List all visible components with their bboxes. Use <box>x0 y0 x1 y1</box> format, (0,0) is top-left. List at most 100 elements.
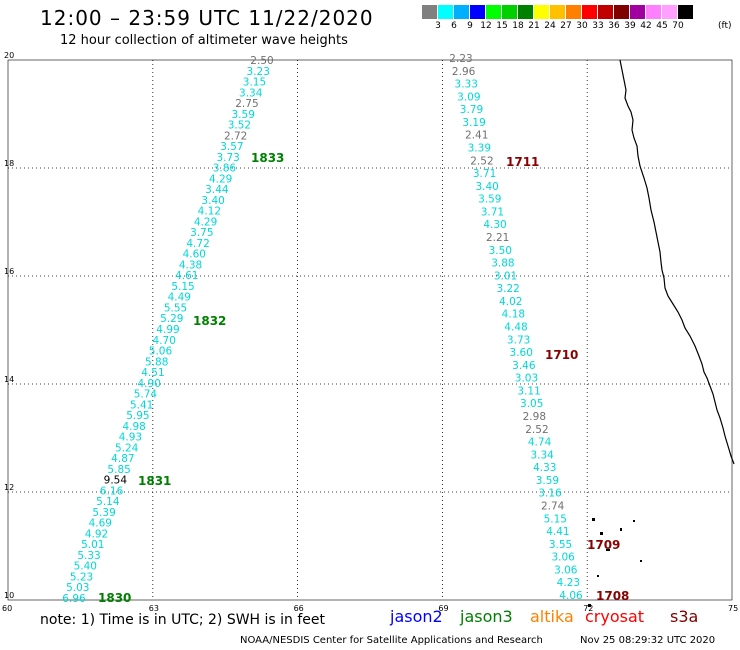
wave-height-value: 3.05 <box>520 398 543 410</box>
wave-height-value: 4.29 <box>194 216 217 228</box>
wave-height-value: 3.57 <box>220 141 243 153</box>
legend-item-cryosat: cryosat <box>585 607 645 626</box>
wave-height-value: 3.03 <box>515 373 538 385</box>
wave-height-value: 5.40 <box>74 561 97 573</box>
map-title: 12:00 – 23:59 UTC 11/22/2020 <box>40 6 374 30</box>
wave-height-value: 3.19 <box>462 117 485 129</box>
scale-label: 42 <box>640 21 652 31</box>
scale-swatch <box>598 5 614 19</box>
lat-tick-label: 20 <box>4 51 14 60</box>
wave-height-value: 4.48 <box>504 322 527 334</box>
wave-height-value: 3.23 <box>247 66 270 78</box>
wave-height-value: 2.75 <box>235 98 258 110</box>
scale-swatch <box>454 5 470 19</box>
footer-credit: NOAA/NESDIS Center for Satellite Applica… <box>240 635 543 646</box>
wave-height-value: 3.40 <box>475 181 498 193</box>
wave-height-value: 5.23 <box>70 571 93 583</box>
lat-tick-label: 18 <box>4 159 14 168</box>
wave-height-value: 3.71 <box>473 168 496 180</box>
legend-item-jason3: jason3 <box>460 607 513 626</box>
scale-swatch <box>566 5 582 19</box>
wave-height-value: 4.87 <box>111 453 134 465</box>
wave-height-value: 3.75 <box>190 227 213 239</box>
lat-tick-label: 12 <box>4 483 14 492</box>
wave-height-value: 2.50 <box>250 55 273 67</box>
scale-swatch <box>550 5 566 19</box>
wave-height-value: 4.18 <box>502 309 525 321</box>
wave-height-value: 6.96 <box>62 593 86 605</box>
wave-height-value: 4.90 <box>138 378 161 390</box>
wave-height-value: 5.24 <box>115 442 139 454</box>
pass-time-label: 1832 <box>193 314 226 328</box>
scale-label: 30 <box>576 21 588 31</box>
wave-height-value: 3.34 <box>239 87 263 99</box>
lat-tick-label: 16 <box>4 267 14 276</box>
wave-height-value: 3.15 <box>243 77 266 89</box>
wave-height-value: 5.15 <box>171 281 194 293</box>
wave-height-value: 2.21 <box>486 232 509 244</box>
scale-label: 15 <box>496 21 508 31</box>
lon-tick-label: 69 <box>438 604 448 613</box>
legend-item-s3a: s3a <box>670 607 699 626</box>
wave-height-value: 4.98 <box>122 421 145 433</box>
wave-height-value: 5.29 <box>160 313 183 325</box>
wave-height-value: 5.33 <box>77 550 100 562</box>
wave-height-value: 9.54 <box>104 475 128 487</box>
wave-height-value: 3.39 <box>468 143 491 155</box>
wave-height-value: 4.99 <box>156 324 179 336</box>
wave-height-value: 5.88 <box>145 356 168 368</box>
wave-height-value: 4.69 <box>89 518 112 530</box>
scale-label: 70 <box>672 21 684 31</box>
pass-time-label: 1830 <box>98 591 131 605</box>
pass-time-label: 1831 <box>138 474 171 488</box>
scale-label: 3 <box>435 21 441 31</box>
wave-height-value: 5.74 <box>134 389 158 401</box>
wave-height-value: 2.52 <box>525 424 548 436</box>
satellite-track-west: 2.503.233.153.342.753.593.522.723.573.73… <box>62 55 284 605</box>
legend-item-altika: altika <box>530 607 574 626</box>
scale-swatch <box>662 5 678 19</box>
wave-height-value: 3.86 <box>213 163 237 175</box>
scale-label: 45 <box>656 21 668 31</box>
satellite-track-east: 2.232.963.333.093.793.192.413.392.523.71… <box>449 53 629 603</box>
note-text: note: 1) Time is in UTC; 2) SWH is in fe… <box>40 612 326 628</box>
color-scale <box>422 5 694 19</box>
lat-tick-label: 14 <box>4 375 14 384</box>
wave-height-value: 3.16 <box>538 488 562 500</box>
wave-height-value: 4.30 <box>483 219 506 231</box>
wave-height-value: 3.71 <box>481 206 504 218</box>
wave-height-value: 4.12 <box>198 206 221 218</box>
wave-height-value: 5.85 <box>107 464 130 476</box>
wave-height-value: 4.61 <box>175 270 198 282</box>
wave-height-value: 2.23 <box>449 53 472 65</box>
wave-height-value: 6.16 <box>100 485 124 497</box>
scale-swatch <box>422 5 438 19</box>
pass-time-label: 1833 <box>251 151 284 165</box>
wave-height-value: 5.39 <box>92 507 115 519</box>
wave-height-value: 3.60 <box>510 347 533 359</box>
wave-height-value: 2.98 <box>523 411 546 423</box>
wave-height-value: 5.15 <box>544 513 567 525</box>
wave-height-value: 3.55 <box>549 539 572 551</box>
legend-item-jason2: jason2 <box>390 607 443 626</box>
wave-height-value: 4.02 <box>499 296 522 308</box>
scale-swatch <box>614 5 630 19</box>
wave-height-value: 2.41 <box>465 130 488 142</box>
wave-height-value: 2.72 <box>224 130 247 142</box>
wave-height-value: 5.41 <box>130 399 153 411</box>
wave-height-value: 3.52 <box>228 120 251 132</box>
wave-height-value: 3.46 <box>512 360 536 372</box>
scale-swatch <box>470 5 486 19</box>
lon-tick-label: 72 <box>583 604 593 613</box>
wave-height-value: 5.03 <box>66 582 89 594</box>
wave-height-value: 3.22 <box>496 283 519 295</box>
scale-label: 12 <box>480 21 492 31</box>
map-subtitle: 12 hour collection of altimeter wave hei… <box>60 33 348 48</box>
wave-height-value: 4.38 <box>179 259 202 271</box>
wave-height-value: 4.23 <box>557 577 580 589</box>
wave-height-value: 5.01 <box>81 539 104 551</box>
wave-height-value: 2.52 <box>470 155 493 167</box>
lat-lon-grid <box>7 59 733 601</box>
wave-height-value: 2.74 <box>541 501 565 513</box>
scale-label: 9 <box>467 21 473 31</box>
